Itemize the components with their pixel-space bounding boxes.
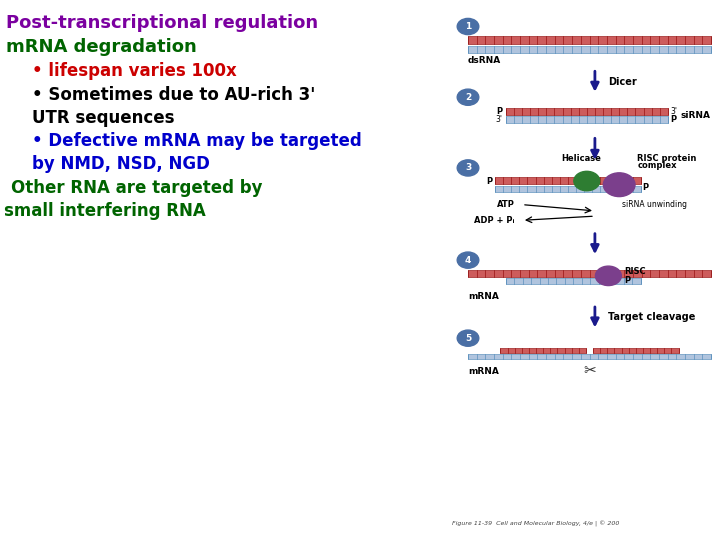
Text: mRNA degradation: mRNA degradation [6,38,197,56]
Text: P: P [671,115,677,124]
Text: ✂: ✂ [583,362,596,377]
Bar [468,354,711,359]
Bar [505,279,641,284]
Text: Dicer: Dicer [608,77,637,86]
Text: ADP + Pᵢ: ADP + Pᵢ [474,216,515,225]
Circle shape [457,330,479,346]
Text: • Sometimes due to AU-rich 3': • Sometimes due to AU-rich 3' [32,86,316,104]
Text: Target cleavage: Target cleavage [608,312,696,322]
Text: UTR sequences: UTR sequences [32,109,175,127]
Text: 3': 3' [671,107,678,116]
Text: 3: 3 [465,164,471,172]
Text: P: P [624,275,631,285]
Text: P: P [486,177,492,186]
Text: • Defective mRNA may be targeted: • Defective mRNA may be targeted [32,132,362,150]
Text: small interfering RNA: small interfering RNA [4,202,205,220]
Bar [500,348,586,353]
Text: Helicase: Helicase [561,154,601,163]
Text: 4: 4 [465,255,471,265]
Text: 5: 5 [465,334,471,343]
Text: RISC: RISC [624,267,646,276]
Bar [495,186,641,192]
Circle shape [457,252,479,268]
Bar [495,178,641,184]
Text: mRNA: mRNA [468,292,499,301]
Bar [468,36,711,44]
Text: P: P [496,107,503,116]
Text: RISC protein: RISC protein [637,154,696,163]
Circle shape [595,266,621,286]
Text: mRNA: mRNA [468,367,499,376]
Circle shape [457,18,479,35]
Text: 2: 2 [465,93,471,102]
Bar [505,108,668,115]
Text: 1: 1 [465,22,471,31]
Circle shape [457,89,479,105]
Text: dsRNA: dsRNA [468,56,501,65]
Text: Post-transcriptional regulation: Post-transcriptional regulation [6,14,318,31]
Circle shape [603,173,635,197]
Text: complex: complex [637,160,677,170]
Bar [468,271,711,277]
Bar [593,348,679,353]
Text: Figure 11-39  Cell and Molecular Biology, 4/e | © 200: Figure 11-39 Cell and Molecular Biology,… [452,521,619,527]
Bar [505,116,668,123]
Text: siRNA unwinding: siRNA unwinding [622,200,687,209]
Text: • lifespan varies 100x: • lifespan varies 100x [32,62,237,80]
Text: P: P [642,184,649,192]
Circle shape [457,160,479,176]
Circle shape [574,171,600,191]
Text: 3': 3' [495,115,503,124]
Text: by NMD, NSD, NGD: by NMD, NSD, NGD [32,155,210,173]
Bar [468,46,711,53]
Text: ATP: ATP [497,200,515,209]
Text: siRNA: siRNA [681,111,711,120]
Text: Other RNA are targeted by: Other RNA are targeted by [11,179,262,197]
